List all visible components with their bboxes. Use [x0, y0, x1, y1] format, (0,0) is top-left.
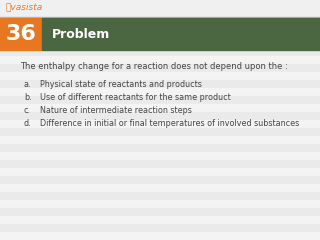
Bar: [0, 64, 320, 72]
Bar: [0, 0, 320, 18]
Bar: [0, 0, 320, 8]
Bar: [0, 144, 320, 152]
Bar: [0, 120, 320, 128]
Bar: [0, 192, 320, 200]
Text: a.: a.: [24, 80, 31, 89]
Text: Use of different reactants for the same product: Use of different reactants for the same …: [40, 93, 231, 102]
Bar: [0, 128, 320, 136]
Bar: [0, 184, 320, 192]
Bar: [0, 48, 320, 56]
Text: Nature of intermediate reaction steps: Nature of intermediate reaction steps: [40, 106, 192, 115]
Text: b.: b.: [24, 93, 32, 102]
Bar: [0, 112, 320, 120]
Text: c.: c.: [24, 106, 31, 115]
Bar: [0, 32, 320, 40]
Text: d.: d.: [24, 119, 32, 128]
Text: Difference in initial or final temperatures of involved substances: Difference in initial or final temperatu…: [40, 119, 299, 128]
Bar: [0, 208, 320, 216]
Bar: [0, 168, 320, 176]
Bar: [42, 18, 320, 50]
Bar: [0, 96, 320, 104]
Bar: [0, 56, 320, 64]
Bar: [0, 17, 320, 18]
Text: 36: 36: [5, 24, 36, 44]
Text: The enthalpy change for a reaction does not depend upon the :: The enthalpy change for a reaction does …: [20, 62, 288, 71]
Bar: [0, 8, 320, 16]
Bar: [0, 200, 320, 208]
Bar: [0, 50, 320, 240]
Bar: [0, 80, 320, 88]
Bar: [0, 160, 320, 168]
Bar: [0, 104, 320, 112]
Bar: [0, 72, 320, 80]
Bar: [0, 18, 42, 50]
Bar: [0, 152, 320, 160]
Bar: [0, 232, 320, 240]
Bar: [0, 24, 320, 32]
Bar: [0, 16, 320, 24]
Bar: [0, 88, 320, 96]
Text: Problem: Problem: [52, 28, 110, 41]
Bar: [0, 136, 320, 144]
Bar: [0, 40, 320, 48]
Bar: [0, 176, 320, 184]
Bar: [0, 224, 320, 232]
Text: ⓘvasista: ⓘvasista: [5, 2, 42, 11]
Text: Physical state of reactants and products: Physical state of reactants and products: [40, 80, 202, 89]
Bar: [0, 216, 320, 224]
